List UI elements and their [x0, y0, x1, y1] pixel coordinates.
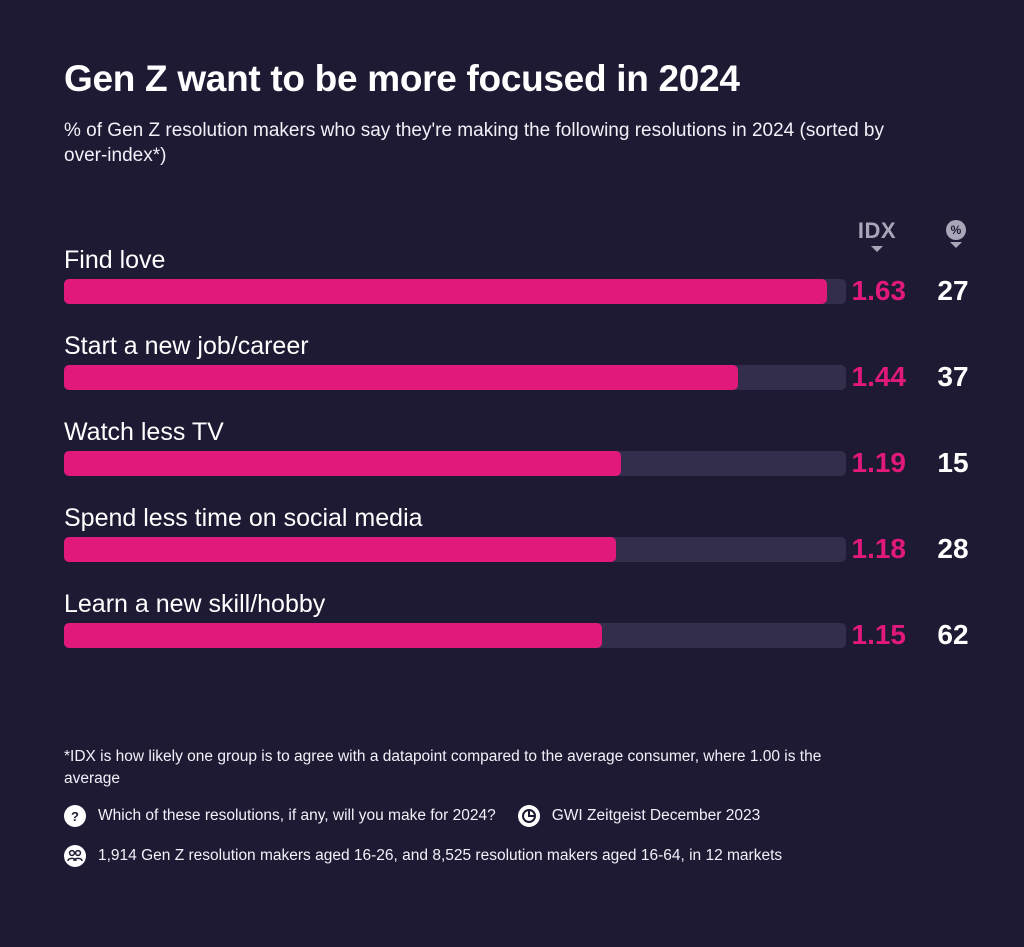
question-icon: ? [64, 805, 86, 827]
bar [64, 623, 603, 648]
bar-track [64, 623, 846, 648]
category-label: Watch less TV [64, 418, 224, 446]
percent-column-header[interactable]: % [936, 218, 976, 248]
bar-row: Find love 1.63 27 [64, 246, 984, 326]
sort-caret-icon [950, 242, 962, 248]
percent-icon: % [946, 220, 966, 240]
category-label: Learn a new skill/hobby [64, 590, 326, 618]
percent-value-label: 27 [937, 275, 969, 306]
bar-track [64, 365, 846, 390]
bar-track [64, 451, 846, 476]
sample-text: 1,914 Gen Z resolution makers aged 16-26… [98, 847, 783, 864]
question-line: ? Which of these resolutions, if any, wi… [64, 805, 760, 827]
source-text: GWI Zeitgeist December 2023 [551, 807, 761, 824]
sort-caret-icon [871, 246, 883, 252]
chart-subtitle: % of Gen Z resolution makers who say the… [64, 120, 884, 166]
idx-column-header[interactable]: IDX [848, 218, 906, 252]
percent-value-label: 37 [937, 361, 969, 392]
bar [64, 451, 621, 476]
percent-value-label: 62 [937, 619, 969, 650]
bar-row: Watch less TV 1.19 15 [64, 418, 984, 498]
question-text: Which of these resolutions, if any, will… [98, 807, 496, 824]
bar [64, 365, 738, 390]
bar [64, 537, 617, 562]
bar [64, 279, 827, 304]
idx-value-label: 1.19 [851, 447, 907, 478]
bar-row: Learn a new skill/hobby 1.15 62 [64, 590, 984, 670]
idx-value-label: 1.15 [851, 619, 907, 650]
idx-value-label: 1.44 [851, 361, 907, 392]
percent-value-label: 15 [937, 447, 969, 478]
bar-row: Start a new job/career 1.44 37 [64, 332, 984, 412]
idx-header-label: IDX [857, 218, 897, 243]
bar-row: Spend less time on social media 1.18 28 [64, 504, 984, 584]
category-label: Start a new job/career [64, 332, 309, 360]
idx-value-label: 1.63 [851, 275, 907, 306]
gwi-logo-icon [517, 805, 540, 827]
bar-track [64, 537, 846, 562]
category-label: Find love [64, 246, 166, 274]
category-label: Spend less time on social media [64, 504, 423, 532]
people-icon [64, 845, 86, 867]
chart-title: Gen Z want to be more focused in 2024 [64, 58, 740, 99]
sample-line: 1,914 Gen Z resolution makers aged 16-26… [64, 845, 782, 867]
percent-value-label: 28 [937, 533, 969, 564]
bar-track [64, 279, 846, 304]
idx-value-label: 1.18 [851, 533, 907, 564]
idx-footnote: *IDX is how likely one group is to agree… [64, 748, 822, 787]
